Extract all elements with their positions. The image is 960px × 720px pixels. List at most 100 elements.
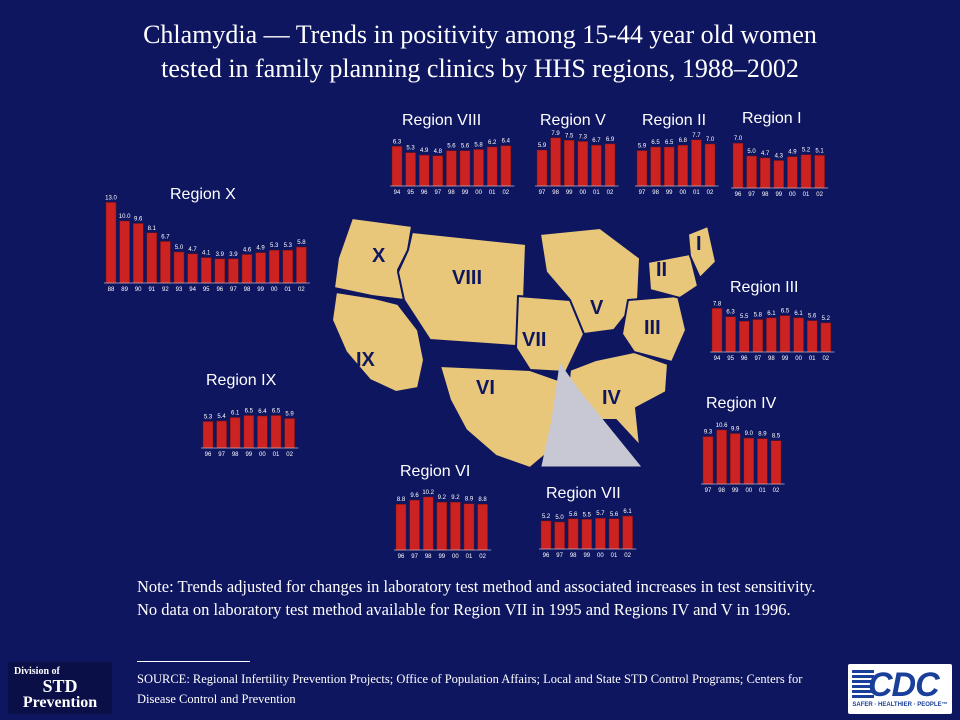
- region-v-tick-label: 97: [539, 190, 546, 196]
- region-ix-bar: [229, 417, 241, 449]
- region-viii-bar: [446, 150, 457, 187]
- map-label-ii: II: [656, 259, 667, 281]
- region-vi-title: Region VI: [400, 463, 470, 480]
- region-viii-bar: [473, 149, 484, 187]
- region-iii-value-label: 5.8: [754, 313, 763, 319]
- region-viii-tick-label: 02: [502, 190, 509, 196]
- region-viii-bar: [432, 155, 444, 187]
- region-ix-title: Region IX: [206, 372, 277, 389]
- region-iv-value-label: 9.9: [731, 427, 740, 433]
- source-divider: [137, 661, 250, 662]
- region-ii-tick-label: 97: [639, 190, 646, 196]
- map-label-i: I: [696, 233, 702, 255]
- region-x-title: Region X: [170, 186, 236, 203]
- region-x-tick-label: 97: [230, 287, 237, 293]
- region-x-bar: [146, 232, 158, 284]
- region-ii-bar: [650, 146, 661, 187]
- region-i-value-label: 5.2: [802, 148, 811, 154]
- region-vi-value-label: 9.6: [410, 493, 419, 499]
- region-iii-tick-label: 01: [809, 356, 816, 362]
- region-vii-tick-label: 97: [556, 553, 563, 559]
- region-iii-tick-label: 00: [795, 356, 802, 362]
- cdc-stripes-icon: [852, 670, 874, 700]
- region-vi-value-label: 8.8: [397, 497, 406, 503]
- map-label-ix: IX: [356, 349, 376, 371]
- title-line-1: Chlamydia — Trends in positivity among 1…: [143, 20, 817, 49]
- region-viii-chart: Region VIII 6.3 94 5.3 95 4.9 96 4.8 97 5.6 98 5.6 9…: [390, 112, 515, 196]
- region-ix-tick-label: 00: [259, 452, 266, 458]
- region-ii-tick-label: 98: [652, 190, 659, 196]
- map-region-viii: [397, 231, 527, 347]
- region-x-bar: [282, 249, 294, 284]
- region-ii-tick-label: 00: [679, 190, 686, 196]
- region-iv-bar: [743, 437, 755, 485]
- map-label-iii: III: [644, 317, 661, 339]
- region-i-tick-label: 01: [803, 192, 810, 198]
- region-x-value-label: 10.0: [119, 214, 131, 220]
- region-iv-value-label: 10.6: [716, 423, 728, 429]
- region-iv-bar: [770, 440, 782, 485]
- region-vi-bar: [436, 501, 448, 551]
- cdc-logo-mark: CDC: [868, 666, 940, 704]
- region-iii-tick-label: 98: [768, 356, 775, 362]
- map-label-x: X: [372, 245, 386, 267]
- region-iv-value-label: 8.9: [758, 432, 767, 438]
- region-vii-tick-label: 01: [611, 553, 618, 559]
- region-vii-bar: [540, 520, 552, 550]
- region-vi-bar: [477, 503, 488, 551]
- region-vi-tick-label: 00: [452, 554, 459, 560]
- region-ix-bar: [257, 415, 268, 449]
- region-x-value-label: 5.0: [175, 245, 184, 251]
- region-x-tick-label: 00: [271, 287, 278, 293]
- region-vi-tick-label: 97: [411, 554, 418, 560]
- region-viii-title: Region VIII: [402, 112, 481, 129]
- region-x-value-label: 4.9: [256, 246, 265, 252]
- region-vii-value-label: 5.6: [610, 512, 619, 518]
- region-iii-bar: [725, 316, 736, 353]
- region-ix-value-label: 6.5: [272, 409, 281, 415]
- region-vi-tick-label: 96: [398, 554, 405, 560]
- region-i-value-label: 7.0: [734, 136, 743, 142]
- region-x-tick-label: 98: [244, 287, 251, 293]
- region-ii-value-label: 6.5: [651, 140, 660, 146]
- region-ii-value-label: 5.9: [638, 144, 647, 150]
- region-x-value-label: 3.9: [216, 252, 225, 258]
- region-iii-value-label: 5.2: [822, 316, 831, 322]
- region-vii-bar: [622, 515, 633, 550]
- region-ii-tick-label: 99: [666, 190, 673, 196]
- region-viii-tick-label: 97: [434, 190, 441, 196]
- region-ix-tick-label: 02: [286, 452, 293, 458]
- region-ix-bar: [243, 415, 255, 449]
- region-vi-value-label: 9.2: [451, 495, 460, 501]
- region-iv-value-label: 9.3: [704, 430, 713, 436]
- region-ii-bar: [691, 139, 702, 187]
- region-i-value-label: 5.0: [747, 149, 756, 155]
- region-ix-value-label: 5.3: [204, 415, 213, 421]
- region-iii-tick-label: 95: [727, 356, 734, 362]
- region-ii-tick-label: 02: [707, 190, 714, 196]
- region-iv-tick-label: 97: [705, 488, 712, 494]
- region-x-bar: [160, 241, 171, 284]
- region-viii-value-label: 5.6: [461, 144, 470, 150]
- region-x-bar: [187, 253, 198, 284]
- region-iv-bar: [757, 438, 768, 485]
- region-i-tick-label: 00: [789, 192, 796, 198]
- region-x-bar: [296, 246, 307, 284]
- region-viii-tick-label: 00: [475, 190, 482, 196]
- region-x-tick-label: 89: [121, 287, 128, 293]
- region-v-value-label: 6.9: [606, 137, 615, 143]
- region-ix-bar: [216, 420, 227, 449]
- map-region-ii: [647, 253, 699, 299]
- region-vii-bar: [581, 519, 593, 550]
- region-x-bar: [241, 254, 253, 284]
- region-viii-tick-label: 96: [421, 190, 428, 196]
- source-text: SOURCE: Regional Infertility Prevention …: [137, 672, 803, 706]
- region-x-value-label: 5.8: [297, 240, 306, 246]
- region-viii-value-label: 6.3: [393, 139, 402, 145]
- region-i-value-label: 4.7: [761, 151, 770, 157]
- region-x-tick-label: 94: [189, 287, 196, 293]
- region-x-bar: [228, 258, 239, 284]
- region-iv-tick-label: 99: [732, 488, 739, 494]
- region-iv-tick-label: 01: [759, 488, 766, 494]
